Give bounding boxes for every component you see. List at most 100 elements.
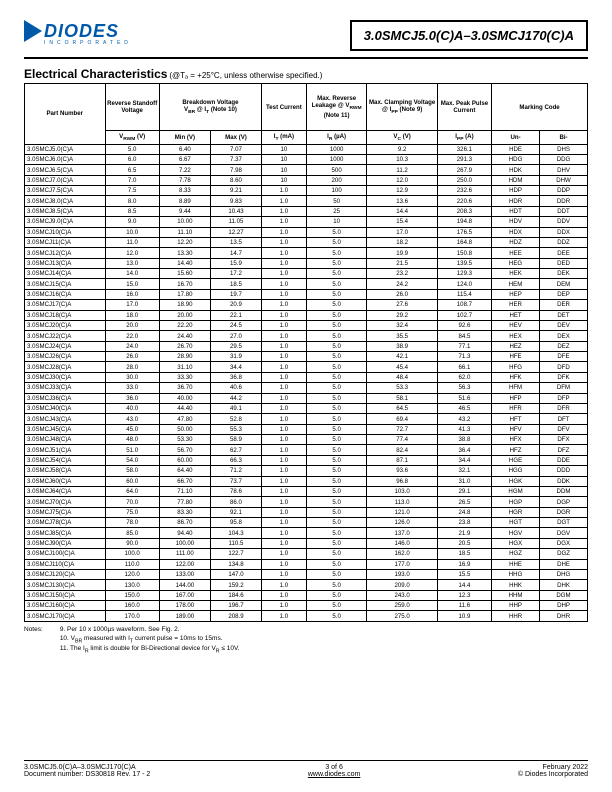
footer: 3.0SMCJ5.0(C)A–3.0SMCJ170(C)A Document n… (24, 760, 588, 778)
logo-triangle-icon (24, 20, 42, 42)
th-vrwm: VRWM (V) (105, 131, 159, 144)
cell: 51.6 (437, 393, 491, 403)
cell: 24.0 (105, 341, 159, 351)
cell: HFX (492, 435, 540, 445)
table-row: 3.0SMCJ75(C)A75.083.3092.11.05.0121.024.… (25, 507, 588, 517)
cell: 3.0SMCJ6.0(C)A (25, 154, 106, 164)
table-row: 3.0SMCJ8.0(C)A8.08.899.831.05013.6220.6H… (25, 196, 588, 206)
table-row: 3.0SMCJ6.0(C)A6.06.677.3710100010.3291.3… (25, 154, 588, 164)
cell: 49.1 (210, 403, 261, 413)
cell: HGV (492, 528, 540, 538)
cell: 100 (306, 186, 367, 196)
cell: 3.0SMCJ6.5(C)A (25, 165, 106, 175)
cell: 104.3 (210, 528, 261, 538)
cell: 1.0 (262, 549, 307, 559)
cell: 87.1 (367, 455, 437, 465)
cell: 1.0 (262, 186, 307, 196)
cell: 1.0 (262, 279, 307, 289)
cell: 3.0SMCJ48(C)A (25, 435, 106, 445)
cell: 18.0 (105, 310, 159, 320)
cell: HFV (492, 424, 540, 434)
cell: 21.9 (437, 528, 491, 538)
cell: HFT (492, 414, 540, 424)
cell: 8.5 (105, 206, 159, 216)
table-row: 3.0SMCJ7.5(C)A7.58.339.211.010012.9232.6… (25, 186, 588, 196)
table-row: 3.0SMCJ48(C)A48.053.3058.91.05.077.438.8… (25, 435, 588, 445)
cell: 64.5 (367, 403, 437, 413)
section-heading: Electrical Characteristics (@Tₐ = +25°C,… (24, 67, 588, 81)
cell: DDE (540, 455, 588, 465)
cell: 1.0 (262, 580, 307, 590)
cell: HHG (492, 569, 540, 579)
cell: HFZ (492, 445, 540, 455)
cell: 111.00 (159, 549, 210, 559)
cell: 7.5 (105, 186, 159, 196)
cell: 5.0 (306, 362, 367, 372)
table-row: 3.0SMCJ6.5(C)A6.57.227.981050011.2267.9H… (25, 165, 588, 175)
th-part-number: Part Number (25, 84, 106, 145)
table-row: 3.0SMCJ150(C)A150.0167.00184.61.05.0243.… (25, 590, 588, 600)
cell: DDG (540, 154, 588, 164)
cell: 16.70 (159, 279, 210, 289)
cell: 5.0 (306, 507, 367, 517)
cell: 48.0 (105, 435, 159, 445)
cell: 267.9 (437, 165, 491, 175)
cell: 500 (306, 165, 367, 175)
cell: 146.0 (367, 538, 437, 548)
cell: 15.0 (105, 279, 159, 289)
cell: 17.0 (367, 227, 437, 237)
cell: 3.0SMCJ28(C)A (25, 362, 106, 372)
cell: 115.4 (437, 289, 491, 299)
cell: DHS (540, 144, 588, 154)
cell: 3.0SMCJ64(C)A (25, 486, 106, 496)
cell: 26.0 (105, 352, 159, 362)
cell: HEP (492, 289, 540, 299)
cell: 3.0SMCJ15(C)A (25, 279, 106, 289)
cell: 3.0SMCJ150(C)A (25, 590, 106, 600)
cell: DDV (540, 217, 588, 227)
cell: 3.0SMCJ20(C)A (25, 320, 106, 330)
cell: 30.0 (105, 372, 159, 382)
th-vc: VC (V) (367, 131, 437, 144)
cell: HGM (492, 486, 540, 496)
table-row: 3.0SMCJ90(C)A90.0100.00110.51.05.0146.02… (25, 538, 588, 548)
note-10: 10. VBR measured with IT current pulse =… (60, 635, 223, 642)
cell: DDM (540, 486, 588, 496)
cell: 5.0 (306, 269, 367, 279)
th-breakdown-sub: VBR @ IT (Note 10) (184, 106, 237, 113)
cell: 160.0 (105, 601, 159, 611)
cell: 14.4 (367, 206, 437, 216)
cell: 31.10 (159, 362, 210, 372)
cell: DFP (540, 393, 588, 403)
table-row: 3.0SMCJ13(C)A13.014.4015.91.05.021.5139.… (25, 258, 588, 268)
table-row: 3.0SMCJ58(C)A58.064.4071.21.05.093.632.1… (25, 466, 588, 476)
cell: 134.8 (210, 559, 261, 569)
cell: HHP (492, 601, 540, 611)
cell: 50.00 (159, 424, 210, 434)
cell: 5.0 (306, 289, 367, 299)
table-row: 3.0SMCJ70(C)A70.077.8086.01.05.0113.026.… (25, 497, 588, 507)
cell: 8.89 (159, 196, 210, 206)
cell: 36.70 (159, 383, 210, 393)
cell: 32.4 (367, 320, 437, 330)
cell: 291.3 (437, 154, 491, 164)
cell: 1.0 (262, 559, 307, 569)
cell: 10 (262, 165, 307, 175)
cell: 40.0 (105, 403, 159, 413)
cell: 5.0 (306, 590, 367, 600)
cell: HEX (492, 331, 540, 341)
cell: 77.1 (437, 341, 491, 351)
cell: 14.40 (159, 258, 210, 268)
cell: 5.0 (306, 569, 367, 579)
cell: 3.0SMCJ54(C)A (25, 455, 106, 465)
cell: 3.0SMCJ7.5(C)A (25, 186, 106, 196)
cell: DFK (540, 372, 588, 382)
table-row: 3.0SMCJ33(C)A33.036.7040.61.05.053.356.3… (25, 383, 588, 393)
cell: 7.98 (210, 165, 261, 175)
cell: 3.0SMCJ120(C)A (25, 569, 106, 579)
cell: 1.0 (262, 414, 307, 424)
cell: 62.0 (437, 372, 491, 382)
cell: 5.0 (306, 320, 367, 330)
cell: 84.5 (437, 331, 491, 341)
cell: 5.0 (306, 549, 367, 559)
